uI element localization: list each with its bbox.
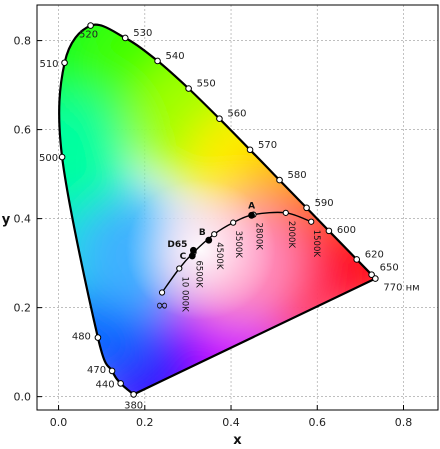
cct-label: 10 000K	[179, 276, 189, 312]
locus-marker	[61, 59, 68, 67]
illuminant-point	[189, 246, 197, 254]
locus-marker	[353, 256, 361, 263]
cct-marker	[282, 209, 289, 216]
y-axis-title: y	[2, 213, 11, 228]
locus-marker	[121, 34, 129, 42]
locus-marker	[246, 146, 254, 154]
locus-marker	[185, 85, 192, 92]
locus-marker	[303, 204, 310, 212]
plot-frame	[36, 4, 439, 411]
locus-marker	[368, 271, 375, 279]
wavelength-label: 590	[315, 198, 334, 209]
cct-marker	[158, 289, 166, 296]
y-tick-label: 0.4	[14, 213, 32, 226]
illuminant-label: B	[199, 228, 206, 238]
cct-label: 4500K	[214, 242, 224, 270]
color-fill	[59, 24, 376, 395]
wavelength-label: 560	[227, 109, 246, 120]
wavelength-label: 570	[258, 140, 277, 151]
x-tick-label: 0.2	[136, 416, 154, 429]
locus-marker	[58, 153, 66, 161]
cct-label: 6500K	[194, 260, 204, 288]
y-tick-label: 0.0	[14, 391, 32, 404]
wavelength-label: 380	[124, 400, 143, 411]
infinity-label: ∞	[155, 296, 168, 315]
x-tick-label: 0.8	[395, 416, 413, 429]
wavelength-label: 530	[133, 28, 152, 39]
wavelength-label: 520	[79, 30, 98, 41]
locus-marker	[154, 57, 161, 65]
illuminant-point	[188, 252, 196, 260]
cct-marker	[308, 218, 315, 225]
x-axis-title: x	[233, 433, 242, 448]
wavelength-label: 480	[72, 332, 91, 343]
y-tick-label: 0.6	[14, 124, 32, 137]
wavelength-label: 540	[166, 51, 185, 62]
illuminant-point	[248, 211, 255, 219]
locus-marker	[108, 367, 116, 375]
locus-marker	[325, 227, 333, 235]
y-tick-label: 0.8	[14, 35, 32, 48]
wavelength-label: 440	[96, 379, 115, 390]
locus-marker	[117, 380, 124, 387]
axis-ticks: 0.0 0.2 0.4 0.6 0.8 0.0 0.2 0.4 0.6 0.8	[14, 35, 413, 429]
chart-marks: 380 440 470 480 500 510 520 530 540 550 560 570 580 5…	[39, 22, 420, 411]
wavelength-label: 770 нм	[383, 283, 419, 294]
locus-marker	[276, 176, 283, 184]
cct-marker	[176, 265, 183, 272]
locus-marker	[216, 115, 223, 123]
y-tick-label: 0.2	[14, 302, 32, 315]
cct-marker	[211, 231, 218, 238]
x-tick-label: 0.4	[222, 416, 240, 429]
wavelength-label: 620	[365, 249, 384, 260]
x-tick-label: 0.6	[309, 416, 327, 429]
white-point-glow	[125, 179, 276, 320]
wavelength-label: 470	[87, 365, 106, 376]
wavelength-label: 650	[380, 263, 399, 274]
wavelength-label: 510	[39, 59, 58, 70]
wavelength-label: 500	[39, 153, 58, 164]
illuminant-label: D65	[167, 240, 187, 250]
wavelength-label: 550	[197, 79, 216, 90]
illuminant-label: C	[180, 252, 187, 262]
wavelength-label: 600	[337, 225, 356, 236]
cct-label: 2000K	[286, 221, 296, 249]
locus-marker	[87, 22, 94, 29]
illuminant-label: A	[248, 201, 255, 211]
cct-label: 1500K	[311, 230, 321, 258]
cct-label: 3500K	[233, 231, 243, 259]
x-tick-label: 0.0	[50, 416, 68, 429]
illuminant-point	[205, 236, 213, 244]
cct-label: 2800K	[253, 223, 263, 251]
wavelength-label: 580	[288, 170, 307, 181]
color-blob	[59, 91, 128, 212]
cct-marker	[230, 219, 237, 226]
locus-marker	[94, 334, 102, 341]
locus-marker	[372, 275, 379, 282]
locus-marker	[130, 391, 137, 398]
